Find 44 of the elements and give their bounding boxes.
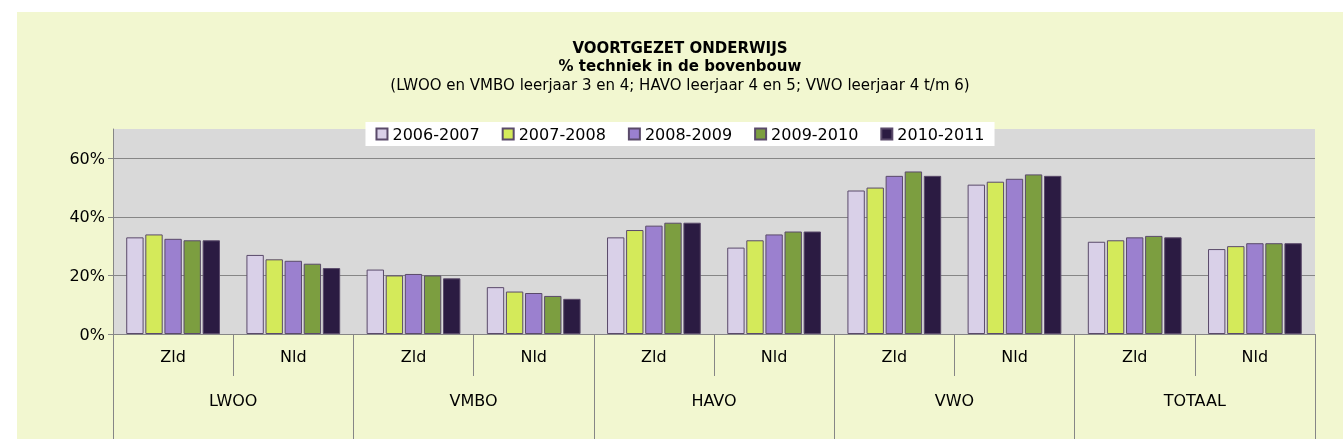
bar [1106,240,1125,334]
x-tick-label: Nld [1001,346,1028,366]
chart-title: VOORTGEZET ONDERWIJS % techniek in de bovenbouw [558,39,802,75]
x-tick-label: Nld [520,346,547,366]
text: VMBO [449,390,498,410]
x-tick-label: Nld [1241,346,1269,366]
bar [443,278,461,334]
bar [904,171,923,334]
x-tick-label: Zld [641,346,667,366]
x-tick-label: Zld [881,346,908,366]
bar [303,263,322,334]
text: TOTAAL [1162,390,1226,410]
y-tick-label: 40% [69,207,105,227]
x-tick-label: Nld [760,346,788,366]
bar [404,273,423,334]
bar [1024,174,1043,334]
x-tick-label: Nld [280,346,307,366]
y-tick-label: 20% [69,265,105,285]
bar [366,269,384,334]
legend-label: 2009-2010 [771,124,859,144]
y-tick-label: 0% [79,324,105,344]
text: LWOO [208,390,258,410]
x-tick-label: Zld [1121,346,1148,366]
bar [505,291,524,334]
legend-label: 2008-2009 [644,124,733,144]
bar [486,287,505,334]
chart-subtitle: (LWOO en VMBO leerjaar 3 en 4; HAVO leerjaar 4 en 5; VWO leerjaar 4 t/m 6) [390,75,970,94]
bar [1087,241,1106,334]
bar [385,275,404,334]
text: HAVO [691,390,737,410]
bar [923,175,942,334]
legend-label: 2010-2011 [897,124,985,144]
text: VWO [934,390,975,410]
x-tick-label: Zld [160,346,186,366]
legend-label: 2007-2008 [518,124,606,144]
legend-label: 2006-2007 [392,124,480,144]
x-tick-label: Zld [400,346,427,366]
bar [322,268,341,334]
bar [1005,178,1024,334]
bar [986,181,1005,334]
bar [423,275,442,334]
y-tick-label: 60% [69,148,105,168]
bar [967,184,985,334]
bar [1044,175,1062,334]
